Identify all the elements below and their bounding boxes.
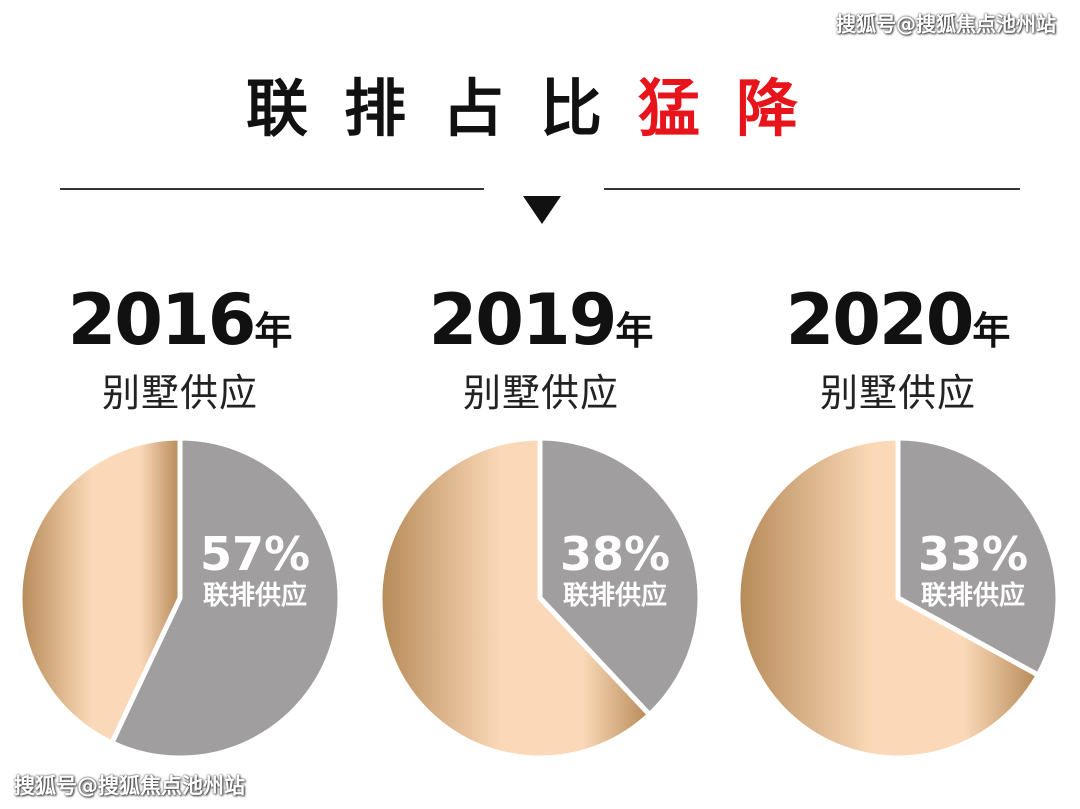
chart-heading-2019: 2019年 别墅供应 xyxy=(391,280,691,417)
down-arrow-icon xyxy=(523,196,561,224)
watermark-bottom: 搜狐号@搜狐焦点池州站 xyxy=(14,774,245,798)
chart-title: 别墅供应 xyxy=(819,371,976,415)
chart-heading-2016: 2016年 别墅供应 xyxy=(30,280,330,417)
data-label-name: 联排供应 xyxy=(203,580,307,611)
watermark-top: 搜狐号@搜狐焦点池州站 xyxy=(836,12,1056,36)
headline-normal-text: 联排占比 xyxy=(245,72,638,145)
year-label: 2016 xyxy=(67,279,257,361)
chart-title: 别墅供应 xyxy=(462,371,619,415)
pie-slice-highlight xyxy=(895,435,1061,678)
year-label: 2019 xyxy=(428,279,618,361)
chart-heading-2020: 2020年 别墅供应 xyxy=(748,280,1048,417)
data-label-percent: 33% xyxy=(918,527,1028,581)
data-label-percent: 38% xyxy=(560,527,670,581)
pie-slice-other xyxy=(377,435,653,761)
chart-title: 别墅供应 xyxy=(101,371,258,415)
year-label: 2020 xyxy=(785,279,975,361)
year-unit: 年 xyxy=(254,309,293,353)
divider-right xyxy=(604,188,1020,190)
data-label-percent: 57% xyxy=(200,527,310,581)
divider-left xyxy=(60,188,484,190)
pie-slice-highlight xyxy=(537,435,703,718)
pie-slice-other xyxy=(735,435,1041,761)
headline: 联排占比猛降 xyxy=(0,58,1080,148)
year-unit: 年 xyxy=(615,309,654,353)
year-unit: 年 xyxy=(972,309,1011,353)
pie-chart-2016: 57%联排供应 xyxy=(17,435,343,761)
headline-accent-text: 猛降 xyxy=(638,72,835,145)
pie-slice-other xyxy=(17,435,183,746)
data-label-name: 联排供应 xyxy=(563,580,667,611)
pie-chart-2020: 33%联排供应 xyxy=(735,435,1061,761)
pie-slice-highlight xyxy=(109,435,343,761)
data-label-name: 联排供应 xyxy=(921,580,1025,611)
pie-chart-2019: 38%联排供应 xyxy=(377,435,703,761)
